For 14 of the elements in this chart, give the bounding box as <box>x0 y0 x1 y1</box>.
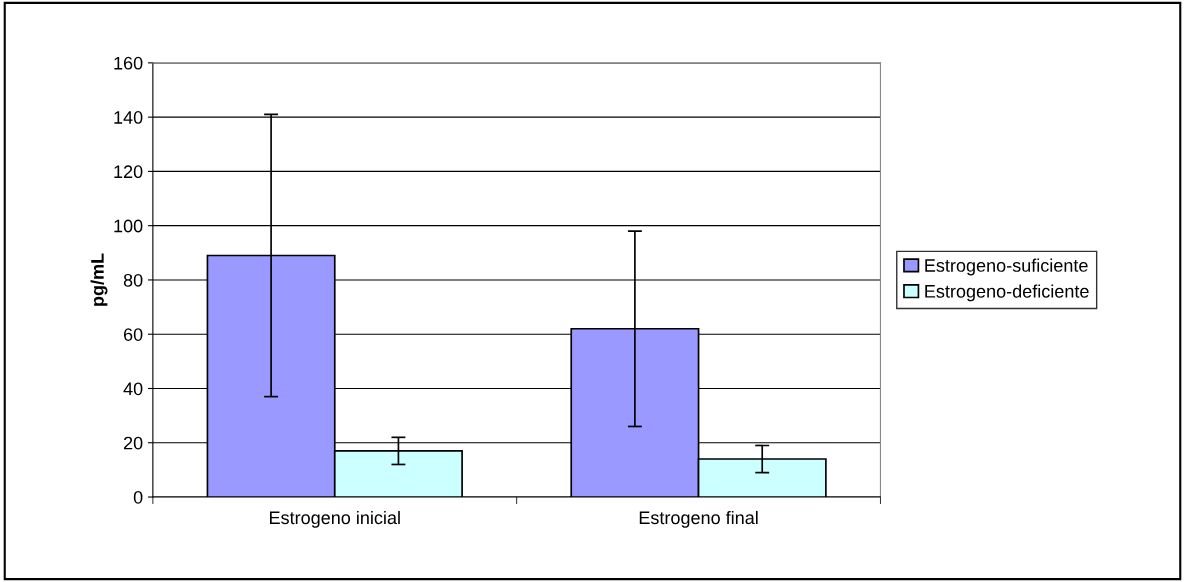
x-tick-label: Estrogeno final <box>639 510 758 528</box>
y-tick-label: 160 <box>114 56 143 70</box>
y-tick-label: 140 <box>114 111 143 124</box>
y-tick-label: 20 <box>123 436 143 450</box>
y-tick-label: 120 <box>114 165 143 179</box>
legend-label: Estrogeno-deficiente <box>925 284 1089 302</box>
y-tick-label: 40 <box>123 382 143 396</box>
y-tick-label: 100 <box>114 219 143 233</box>
y-tick-label: 60 <box>123 328 143 341</box>
legend-label: Estrogeno-suficiente <box>925 258 1088 276</box>
y-tick-label: 80 <box>123 273 143 287</box>
y-tick-label: 0 <box>133 490 143 504</box>
y-axis-title: pg/mL <box>90 253 108 306</box>
x-tick-label: Estrogeno inicial <box>270 510 400 528</box>
